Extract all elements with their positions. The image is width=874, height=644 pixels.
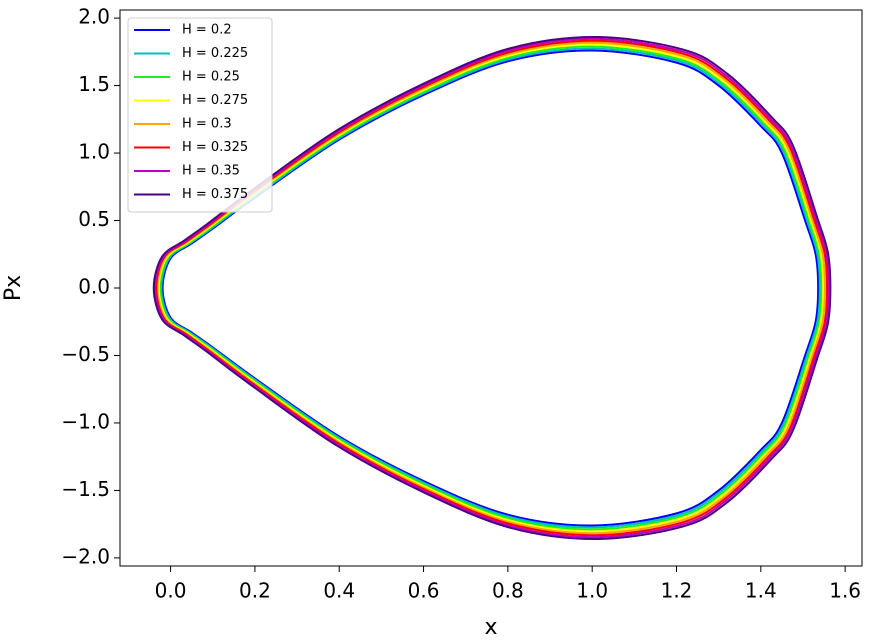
x-tick-label: 0.6 [408, 579, 440, 603]
legend-label: H = 0.275 [182, 93, 248, 108]
y-tick-label: −1.5 [61, 477, 110, 501]
series-line [160, 47, 821, 529]
series-line [159, 45, 823, 531]
x-tick-label: 1.2 [661, 579, 693, 603]
legend-label: H = 0.3 [182, 117, 232, 132]
x-tick-label: 0.4 [323, 579, 355, 603]
y-axis-label: Px [1, 275, 26, 301]
legend-label: H = 0.25 [182, 70, 240, 85]
x-tick-label: 1.6 [829, 579, 861, 603]
plot-frame [119, 9, 863, 567]
x-tick-label: 0.8 [492, 579, 524, 603]
series-line [152, 35, 832, 541]
legend-label: H = 0.375 [182, 187, 248, 202]
x-tick-label: 1.0 [576, 579, 608, 603]
y-tick-label: 1.5 [78, 72, 110, 96]
x-tick-label: 0.0 [155, 579, 187, 603]
x-tick-label: 0.2 [239, 579, 271, 603]
legend-label: H = 0.35 [182, 164, 240, 179]
legend-label: H = 0.325 [182, 140, 248, 155]
x-axis-label: x [484, 615, 497, 640]
series-line [161, 49, 820, 527]
series-line [155, 39, 829, 537]
y-tick-label: 0.5 [78, 207, 110, 231]
y-tick-label: −0.5 [61, 342, 110, 366]
series-line [156, 41, 826, 535]
legend: H = 0.2 H = 0.225 H = 0.25 H = 0.275 H = 0.3… [127, 17, 273, 213]
legend-label: H = 0.225 [182, 46, 248, 61]
series-line [157, 43, 825, 533]
y-tick-label: 0.0 [78, 275, 110, 299]
y-tick-label: −2.0 [61, 544, 110, 568]
legend-box [127, 17, 273, 213]
series-line [153, 37, 830, 539]
y-tick-label: 2.0 [78, 5, 110, 29]
x-tick-label: 1.4 [745, 579, 777, 603]
y-tick-label: −1.0 [61, 409, 110, 433]
legend-label: H = 0.2 [182, 23, 232, 38]
series-group [152, 35, 832, 541]
y-tick-label: 1.0 [78, 140, 110, 164]
